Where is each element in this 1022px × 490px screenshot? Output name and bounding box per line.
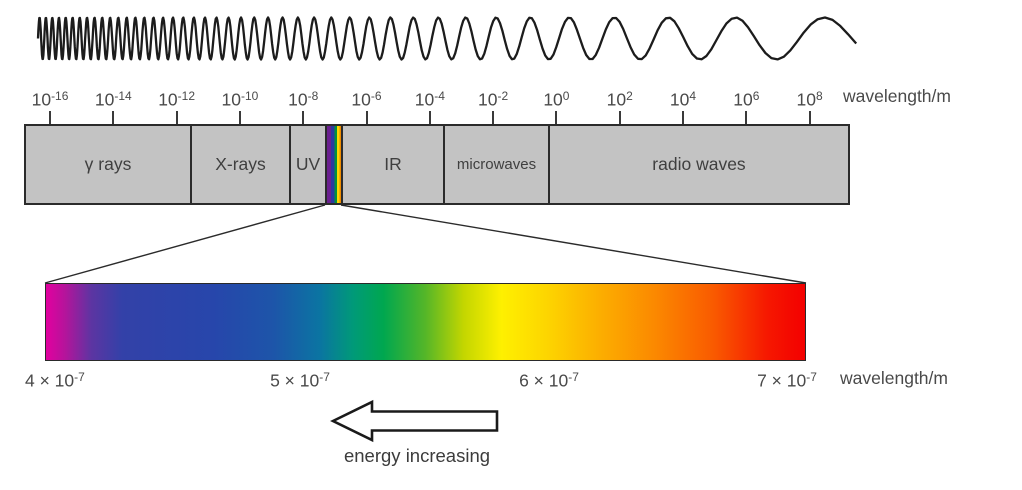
axis-tick-mark (745, 111, 748, 124)
axis-tick-label: 102 (606, 89, 633, 110)
axis-tick-label: 10-12 (158, 89, 195, 110)
axis-tick-mark (808, 111, 811, 124)
energy-increasing-label: energy increasing (343, 445, 491, 466)
visible-wavelength-label: 7 × 10-7 (757, 370, 817, 391)
visible-unit-label: wavelength/m (840, 368, 948, 388)
axis-tick-mark (238, 111, 241, 124)
band-segment-label: microwaves (456, 156, 537, 173)
band-segment-γ rays: γ rays (26, 126, 192, 203)
axis-tick-label: 10-6 (351, 89, 382, 110)
axis-tick-mark (302, 111, 305, 124)
axis-tick-label: 10-8 (288, 89, 319, 110)
band-segment-label: γ rays (84, 154, 132, 174)
band-segment-radio waves: radio waves (550, 126, 848, 203)
zoom-connector-line-right (340, 204, 807, 284)
axis-tick-mark (555, 111, 558, 124)
em-wave-icon (36, 16, 858, 61)
axis-tick-mark (365, 111, 368, 124)
axis-tick-mark (428, 111, 431, 124)
axis-unit-label: wavelength/m (843, 86, 951, 106)
visible-wavelength-label: 5 × 10-7 (270, 370, 330, 391)
visible-band (327, 126, 343, 203)
axis-tick-label: 100 (543, 89, 570, 110)
zoom-connector-line-left (44, 204, 326, 284)
axis-tick-label: 10-4 (414, 89, 445, 110)
axis-tick-mark (49, 111, 51, 124)
axis-tick-label: 10-14 (94, 89, 132, 110)
axis-tick-label: 104 (669, 89, 697, 110)
axis-tick-mark (112, 111, 115, 124)
axis-tick-label: 106 (733, 89, 760, 110)
axis-tick-mark (682, 111, 684, 124)
axis-tick-mark (175, 111, 178, 124)
visible-wavelength-label: 4 × 10-7 (25, 370, 85, 391)
band-segment-label: UV (295, 154, 321, 174)
axis-tick-label: 10-16 (31, 89, 69, 110)
axis-tick-mark (492, 111, 495, 124)
band-segment-X-rays: X-rays (192, 126, 291, 203)
band-segment-UV: UV (291, 126, 327, 203)
visible-wavelength-label: 6 × 10-7 (519, 370, 579, 391)
band-segment-microwaves: microwaves (445, 126, 550, 203)
band-segment-IR: IR (343, 126, 445, 203)
axis-tick-label: 10-10 (221, 89, 259, 110)
band-segment-label: IR (384, 154, 402, 174)
energy-increasing-arrow (330, 399, 499, 443)
visible-spectrum-bar (45, 283, 806, 361)
axis-tick-label: 108 (796, 89, 823, 110)
band-segment-label: radio waves (652, 154, 746, 174)
band-segment-label: X-rays (215, 154, 266, 174)
axis-tick-label: 10-2 (478, 89, 509, 110)
axis-tick-mark (618, 111, 621, 124)
em-bands-bar: γ rays X-rays UV IR microwaves radio waves (24, 124, 850, 205)
